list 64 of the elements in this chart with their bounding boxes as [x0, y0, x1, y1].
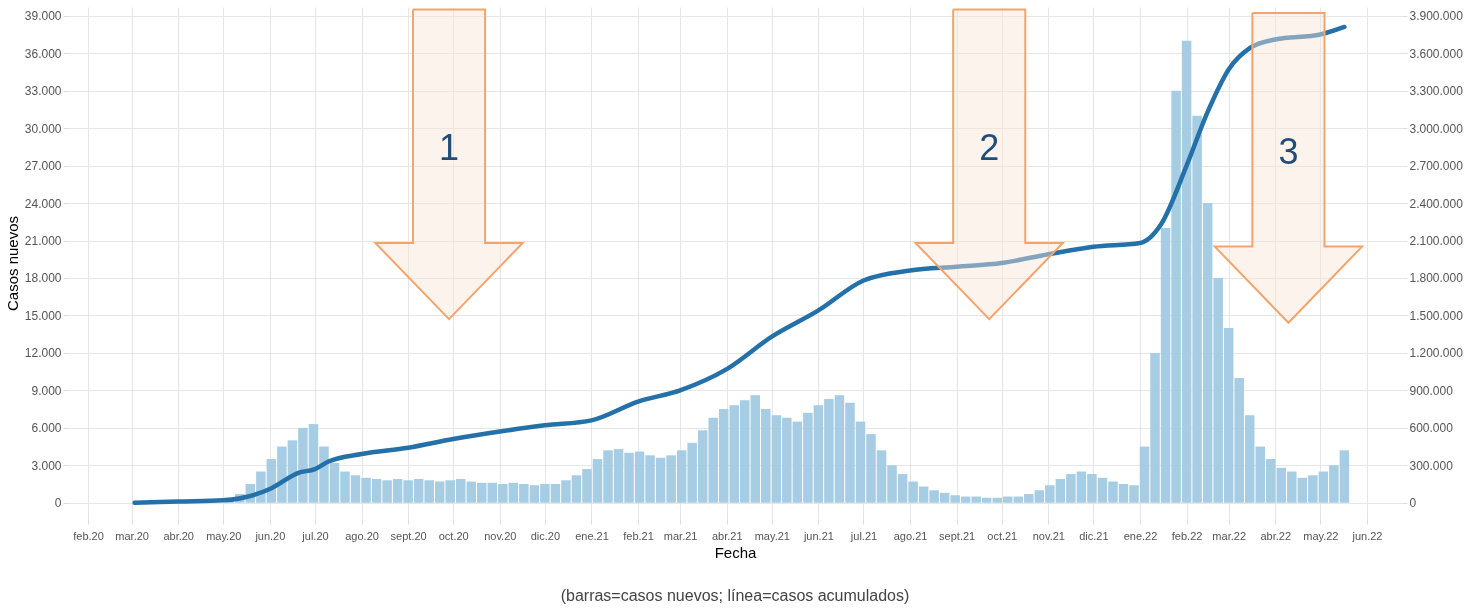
x-tick-label: sept.20: [390, 529, 427, 542]
x-tick-label: jun.22: [1351, 529, 1383, 542]
y-tick-label: 0: [54, 496, 62, 511]
y2-tick-label: 600.000: [1409, 421, 1454, 436]
annotation: 3: [1278, 130, 1299, 172]
y-tick-label: 9.000: [31, 383, 62, 398]
x-tick-label: may.22: [1303, 529, 1339, 542]
x-tick-label: mar.20: [115, 529, 149, 542]
y-tick-label: 27.000: [24, 159, 62, 174]
x-tick-label: ago.21: [893, 529, 928, 542]
text: (barras=casos nuevos; línea=casos acumulados): [560, 587, 910, 604]
y2-tick-label: 3.900.000: [1409, 9, 1464, 24]
x-tick-label: jun.21: [802, 529, 834, 542]
y-tick-label: 15.000: [24, 308, 62, 323]
x-tick-label: abr.21: [711, 529, 743, 542]
y2-tick-label: 3.300.000: [1409, 84, 1464, 99]
y2-tick-label: 2.700.000: [1409, 159, 1464, 174]
x-tick-label: mar.21: [663, 529, 698, 542]
y-tick-label: 6.000: [31, 421, 62, 436]
annotation: 1: [439, 127, 460, 169]
x-tick-label: feb.21: [623, 529, 654, 542]
x-tick-label: may.21: [754, 529, 790, 542]
y2-tick-label: 3.600.000: [1409, 46, 1464, 61]
y-tick-label: 24.000: [24, 196, 62, 211]
x-tick-label: jul.21: [849, 529, 878, 542]
x-tick-label: may.20: [206, 529, 242, 542]
y-tick-label: 18.000: [24, 271, 62, 286]
y2-tick-label: 2.100.000: [1409, 234, 1464, 249]
y-tick-label: 30.000: [24, 121, 62, 136]
y-tick-label: 33.000: [24, 84, 62, 99]
y2-tick-label: 3.000.000: [1409, 121, 1464, 136]
y2-tick-label: 1.500.000: [1409, 308, 1464, 323]
y-tick-label: 3.000: [31, 458, 62, 473]
y2-tick-label: 900.000: [1409, 383, 1454, 398]
y-tick-label: 36.000: [24, 46, 62, 61]
y2-tick-label: 2.400.000: [1409, 196, 1464, 211]
x-tick-label: ene.22: [1123, 529, 1158, 542]
x-tick-label: feb.20: [73, 529, 104, 542]
x-tick-label: abr.20: [163, 529, 194, 542]
x-tick-label: oct.20: [438, 529, 469, 542]
x-tick-label: feb.22: [1171, 529, 1203, 542]
annotation: 2: [979, 127, 1000, 169]
x-axis-title: Fecha: [714, 543, 757, 561]
line-series: [132, 24, 1347, 506]
x-tick-label: sept.21: [939, 529, 976, 542]
y-axis-title: Casos nuevos: [3, 215, 21, 312]
y2-tick-label: 1.200.000: [1409, 346, 1464, 361]
x-tick-label: nov.20: [484, 529, 517, 542]
x-tick-label: jul.20: [301, 529, 329, 542]
x-tick-label: ene.21: [575, 529, 609, 542]
x-tick-label: ago.20: [345, 529, 379, 542]
x-tick-label: abr.22: [1260, 529, 1292, 542]
x-tick-label: jun.20: [254, 529, 286, 542]
y-tick-label: 39.000: [24, 9, 62, 24]
y2-tick-label: 300.000: [1409, 458, 1454, 473]
y-tick-label: 12.000: [24, 346, 62, 361]
y2-tick-label: 0: [1409, 496, 1417, 511]
x-tick-label: dic.20: [530, 529, 561, 542]
x-tick-label: oct.21: [987, 529, 1018, 542]
y2-tick-label: 1.800.000: [1409, 271, 1464, 286]
x-tick-label: nov.21: [1032, 529, 1065, 542]
x-tick-label: dic.21: [1079, 529, 1109, 542]
y-tick-label: 21.000: [24, 234, 62, 249]
x-tick-label: mar.22: [1212, 529, 1246, 542]
